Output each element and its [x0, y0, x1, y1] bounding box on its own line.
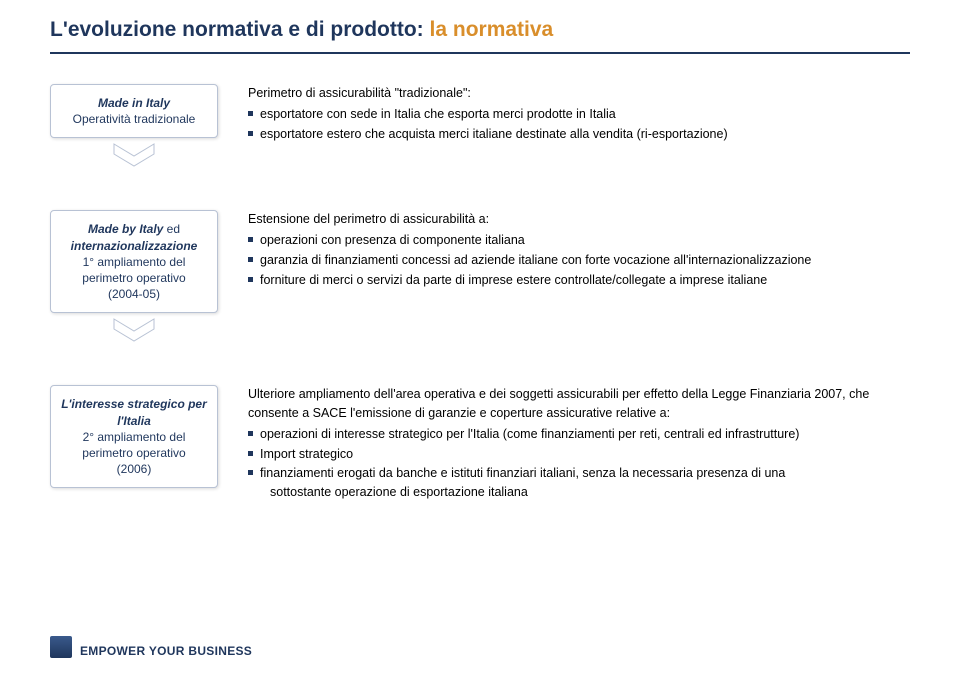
right-column: Ulteriore ampliamento dell'area operativ… [248, 385, 910, 503]
page-header: L'evoluzione normativa e di prodotto: la… [0, 0, 960, 48]
card-title-italic: Made by Italy [88, 222, 163, 236]
bullet-sub: sottostante operazione di esportazione i… [260, 483, 910, 502]
bullet-list: operazioni con presenza di componente it… [248, 231, 910, 289]
list-item: operazioni di interesse strategico per l… [248, 425, 910, 444]
card-subtitle: Operatività tradizionale [59, 111, 209, 127]
list-item: garanzia di finanziamenti concessi ad az… [248, 251, 910, 270]
left-column: Made in Italy Operatività tradizionale [50, 84, 218, 172]
bullet-list: operazioni di interesse strategico per l… [248, 425, 910, 502]
card-line2: internazionalizzazione [59, 238, 209, 254]
section-row: Made in Italy Operatività tradizionale P… [50, 84, 910, 172]
title-part-dark: L'evoluzione normativa e di prodotto: [50, 18, 430, 41]
bullet-text: forniture di merci o servizi da parte di… [260, 273, 767, 287]
right-column: Estensione del perimetro di assicurabili… [248, 210, 910, 290]
right-column: Perimetro di assicurabilità "tradizional… [248, 84, 910, 144]
left-column: Made by Italy ed internazionalizzazione … [50, 210, 218, 347]
bullet-text: Import strategico [260, 447, 353, 461]
page-title: L'evoluzione normativa e di prodotto: la… [50, 18, 960, 42]
bullet-text: garanzia di finanziamenti concessi ad az… [260, 253, 811, 267]
bullet-list: esportatore con sede in Italia che espor… [248, 105, 910, 144]
card-line3: (2006) [59, 461, 209, 477]
bullet-text: operazioni di interesse strategico per l… [260, 427, 799, 441]
card-title-rest: ed [163, 222, 180, 236]
stage-card-1: Made in Italy Operatività tradizionale [50, 84, 218, 138]
page-footer: EMPOWER YOUR BUSINESS [50, 636, 252, 658]
section-intro: Estensione del perimetro di assicurabili… [248, 210, 910, 229]
bullet-text: esportatore estero che acquista merci it… [260, 127, 728, 141]
list-item: finanziamenti erogati da banche e istitu… [248, 464, 910, 502]
card-title: Made by Italy ed [59, 221, 209, 237]
section-row: Made by Italy ed internazionalizzazione … [50, 210, 910, 347]
content-area: Made in Italy Operatività tradizionale P… [0, 54, 960, 503]
card-line3: 1° ampliamento del perimetro operativo [59, 254, 209, 286]
list-item: esportatore con sede in Italia che espor… [248, 105, 910, 124]
stage-card-2: Made by Italy ed internazionalizzazione … [50, 210, 218, 313]
section-intro: Ulteriore ampliamento dell'area operativ… [248, 385, 910, 423]
chevron-down-icon [50, 317, 218, 347]
bullet-text: esportatore con sede in Italia che espor… [260, 107, 616, 121]
card-title: L'interesse strategico per l'Italia [59, 396, 209, 428]
footer-tagline: EMPOWER YOUR BUSINESS [80, 644, 252, 658]
card-line4: (2004-05) [59, 286, 209, 302]
section-intro: Perimetro di assicurabilità "tradizional… [248, 84, 910, 103]
footer-logo-icon [50, 636, 72, 658]
list-item: esportatore estero che acquista merci it… [248, 125, 910, 144]
left-column: L'interesse strategico per l'Italia 2° a… [50, 385, 218, 488]
list-item: operazioni con presenza di componente it… [248, 231, 910, 250]
title-part-orange: la normativa [430, 18, 554, 41]
list-item: Import strategico [248, 445, 910, 464]
list-item: forniture di merci o servizi da parte di… [248, 271, 910, 290]
bullet-text: operazioni con presenza di componente it… [260, 233, 525, 247]
chevron-down-icon [50, 142, 218, 172]
section-row: L'interesse strategico per l'Italia 2° a… [50, 385, 910, 503]
card-line2: 2° ampliamento del perimetro operativo [59, 429, 209, 461]
card-title: Made in Italy [59, 95, 209, 111]
stage-card-3: L'interesse strategico per l'Italia 2° a… [50, 385, 218, 488]
bullet-text: finanziamenti erogati da banche e istitu… [260, 466, 785, 480]
